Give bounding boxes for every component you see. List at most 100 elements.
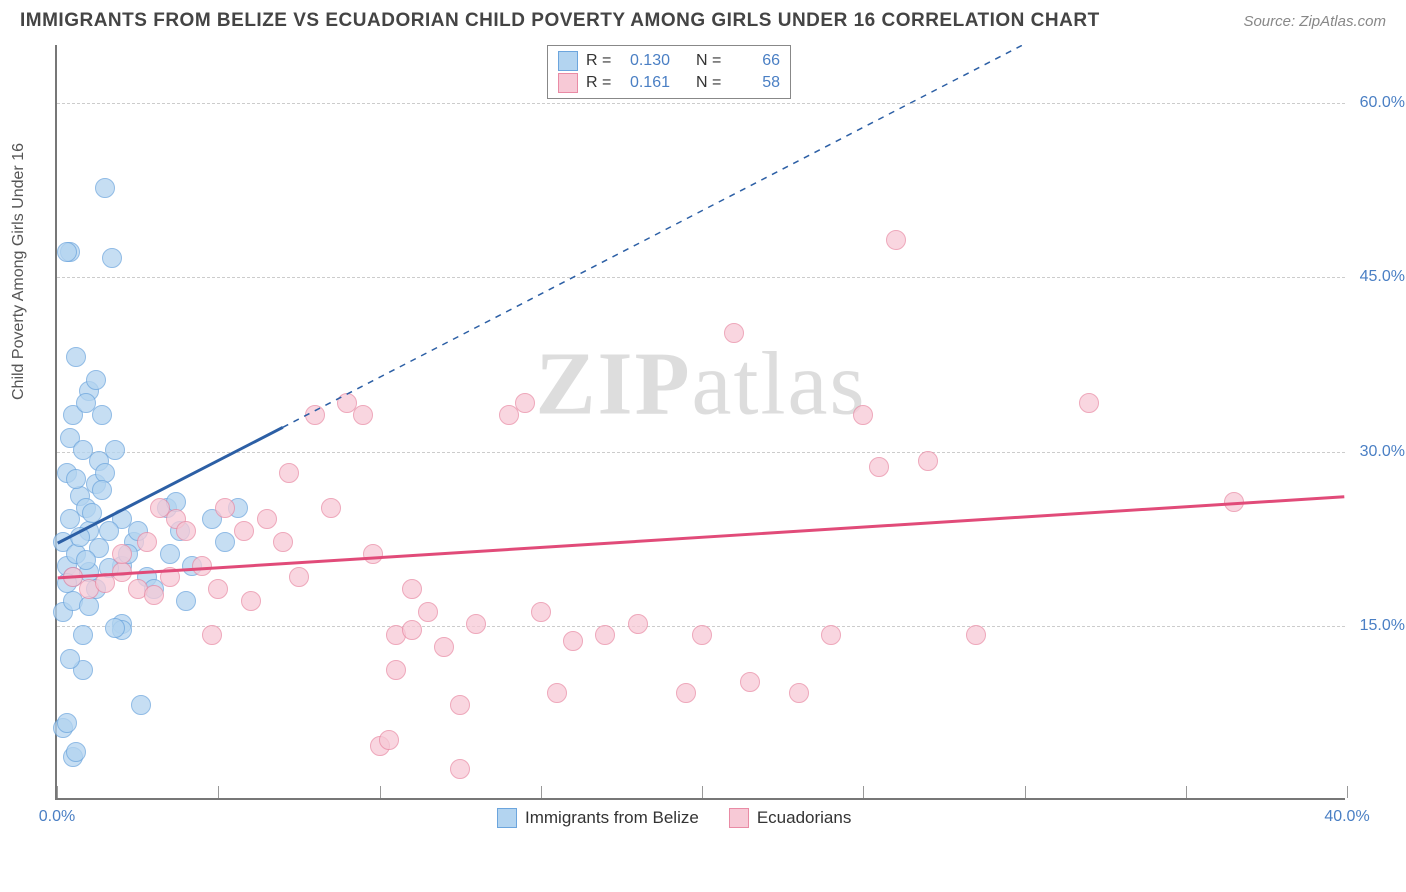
legend-bottom-swatch-1 (729, 808, 749, 828)
scatter-point (73, 625, 93, 645)
n-value-1: 58 (732, 74, 780, 92)
scatter-point (821, 625, 841, 645)
scatter-point (60, 649, 80, 669)
scatter-point (70, 527, 90, 547)
scatter-point (966, 625, 986, 645)
r-label-1: R = (586, 74, 614, 92)
scatter-point (279, 463, 299, 483)
scatter-point (192, 556, 212, 576)
scatter-point (353, 405, 373, 425)
x-tick-label: 40.0% (1324, 808, 1369, 826)
scatter-point (1079, 393, 1099, 413)
scatter-point (82, 503, 102, 523)
scatter-point (321, 498, 341, 518)
scatter-point (144, 585, 164, 605)
scatter-point (740, 672, 760, 692)
scatter-point (95, 178, 115, 198)
scatter-point (918, 451, 938, 471)
scatter-point (208, 579, 228, 599)
scatter-point (137, 532, 157, 552)
scatter-point (234, 521, 254, 541)
scatter-point (434, 637, 454, 657)
r-value-1: 0.161 (622, 74, 670, 92)
n-value-0: 66 (732, 52, 780, 70)
scatter-point (176, 591, 196, 611)
scatter-point (105, 440, 125, 460)
scatter-point (676, 683, 696, 703)
scatter-point (66, 742, 86, 762)
chart-header: IMMIGRANTS FROM BELIZE VS ECUADORIAN CHI… (0, 0, 1406, 37)
chart-title: IMMIGRANTS FROM BELIZE VS ECUADORIAN CHI… (20, 10, 1100, 32)
legend-swatch-0 (558, 51, 578, 71)
correlation-row-0: R = 0.130 N = 66 (558, 50, 780, 72)
n-label-1: N = (696, 74, 724, 92)
r-value-0: 0.130 (622, 52, 670, 70)
y-tick-label: 30.0% (1360, 443, 1405, 461)
legend-item-1: Ecuadorians (729, 808, 852, 828)
scatter-point (92, 405, 112, 425)
scatter-point (402, 579, 422, 599)
scatter-point (886, 230, 906, 250)
scatter-point (692, 625, 712, 645)
scatter-point (869, 457, 889, 477)
scatter-point (450, 695, 470, 715)
scatter-point (105, 618, 125, 638)
scatter-point (531, 602, 551, 622)
scatter-point (160, 567, 180, 587)
chart-source: Source: ZipAtlas.com (1243, 13, 1386, 30)
legend-label-0: Immigrants from Belize (525, 808, 699, 828)
scatter-point (76, 550, 96, 570)
scatter-point (86, 370, 106, 390)
y-tick-label: 15.0% (1360, 617, 1405, 635)
scatter-point (57, 713, 77, 733)
y-tick-label: 45.0% (1360, 268, 1405, 286)
legend-label-1: Ecuadorians (757, 808, 852, 828)
scatter-point (215, 532, 235, 552)
scatter-point (257, 509, 277, 529)
n-label-0: N = (696, 52, 724, 70)
scatter-point (79, 596, 99, 616)
scatter-point (112, 562, 132, 582)
scatter-point (363, 544, 383, 564)
scatter-point (66, 469, 86, 489)
scatter-point (595, 625, 615, 645)
scatter-point (273, 532, 293, 552)
scatter-point (789, 683, 809, 703)
scatter-point (724, 323, 744, 343)
scatter-point (547, 683, 567, 703)
scatter-point (563, 631, 583, 651)
scatter-point (386, 660, 406, 680)
scatter-point (1224, 492, 1244, 512)
scatter-point (102, 248, 122, 268)
scatter-point (305, 405, 325, 425)
scatter-point (131, 695, 151, 715)
legend-bottom-swatch-0 (497, 808, 517, 828)
scatter-chart: ZIPatlas R = 0.130 N = 66 R = 0.161 N = … (55, 45, 1345, 800)
scatter-point (66, 347, 86, 367)
scatter-point (289, 567, 309, 587)
scatter-point (402, 620, 422, 640)
scatter-point (92, 480, 112, 500)
correlation-row-1: R = 0.161 N = 58 (558, 72, 780, 94)
scatter-point (241, 591, 261, 611)
scatter-point (57, 242, 77, 262)
scatter-point (450, 759, 470, 779)
scatter-point (628, 614, 648, 634)
scatter-point (466, 614, 486, 634)
scatter-point (160, 544, 180, 564)
scatter-point (418, 602, 438, 622)
scatter-point (202, 625, 222, 645)
scatter-point (112, 544, 132, 564)
scatter-points (57, 45, 1345, 798)
scatter-point (215, 498, 235, 518)
scatter-point (515, 393, 535, 413)
correlation-legend: R = 0.130 N = 66 R = 0.161 N = 58 (547, 45, 791, 99)
y-tick-label: 60.0% (1360, 94, 1405, 112)
scatter-point (379, 730, 399, 750)
x-tick-label: 0.0% (39, 808, 75, 826)
series-legend: Immigrants from Belize Ecuadorians (497, 808, 851, 828)
y-axis-label: Child Poverty Among Girls Under 16 (10, 143, 28, 400)
r-label-0: R = (586, 52, 614, 70)
scatter-point (176, 521, 196, 541)
scatter-point (73, 440, 93, 460)
